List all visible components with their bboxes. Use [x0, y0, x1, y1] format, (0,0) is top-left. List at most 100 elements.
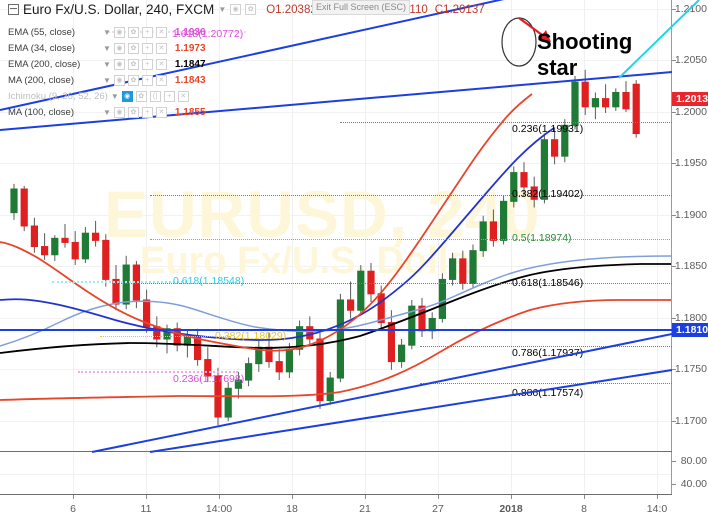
fib-label-0382: 0.382(1.19402) — [512, 188, 584, 200]
price-axis-tick-mark — [672, 112, 676, 113]
indicator-name: EMA (200, close) — [8, 59, 81, 70]
close-icon[interactable]: ✕ — [155, 43, 167, 54]
price-axis-tick-label: 1.2100 — [674, 3, 707, 15]
fib-label-0618: 0.618(1.18546) — [512, 277, 584, 289]
time-axis-tick-label: 6 — [70, 503, 76, 515]
price-axis-tick-label: 1.1900 — [674, 209, 707, 221]
gear-icon[interactable]: ✿ — [127, 27, 139, 38]
time-axis-tick-mark — [292, 495, 293, 499]
gear-icon[interactable]: ✿ — [127, 43, 139, 54]
candle-body — [591, 98, 599, 108]
time-axis-tick-mark — [146, 495, 147, 499]
time-axis-tick-label: 11 — [140, 503, 152, 515]
candle-body — [92, 232, 100, 241]
fib-level-line — [420, 383, 672, 384]
candle-body — [469, 250, 477, 285]
price-axis-tick-mark — [672, 9, 676, 10]
fib-level-line — [112, 283, 672, 284]
ohlc-open: O1.20382 — [266, 3, 317, 16]
last-price-badge: 1.20137 — [672, 92, 708, 106]
subpane-tick-mark — [672, 461, 676, 462]
indicator-name: Ichimoku (9, 26, 52, 26) — [8, 91, 108, 102]
eye-icon[interactable]: ◉ — [113, 27, 125, 38]
indicator-value: 1.1936 — [174, 27, 206, 38]
candle-body — [428, 317, 436, 332]
time-axis[interactable]: 6 11 14:00 18 21 27 2018 8 14:0 — [0, 495, 708, 526]
eye-icon[interactable]: ◉ — [113, 43, 125, 54]
plot-right-border — [671, 0, 672, 495]
close-icon[interactable]: ✕ — [177, 91, 189, 102]
ema-55-line — [0, 127, 555, 341]
indicator-name: MA (100, close) — [8, 107, 74, 118]
collapse-icon[interactable] — [8, 4, 19, 15]
vertical-gridline — [584, 0, 585, 452]
horizontal-gridline — [0, 474, 672, 475]
gear-icon[interactable]: ✿ — [245, 4, 257, 15]
indicator-value: 1.1843 — [174, 75, 206, 86]
braces-icon[interactable]: () — [149, 91, 161, 102]
indicator-legend-row[interactable]: MA (200, close) ▼ ◉ ✿ + ✕ 1.1843 — [8, 75, 206, 86]
subpane-tick-80: 80.00 — [680, 455, 707, 467]
candle-body — [347, 299, 355, 311]
time-axis-tick-label: 27 — [432, 503, 444, 515]
eye-icon[interactable]: ◉ — [113, 59, 125, 70]
candle-body — [581, 81, 589, 108]
fib-level-line — [150, 195, 672, 196]
page-title[interactable]: Euro Fx/U.S. Dollar, 240, FXCM — [23, 2, 215, 17]
eye-icon[interactable]: ◉ — [121, 91, 133, 102]
candle-body — [489, 221, 497, 241]
close-icon[interactable]: ✕ — [155, 27, 167, 38]
price-axis[interactable]: 1.2100 1.2050 1.2000 1.1950 1.1900 1.1850 1.18… — [672, 0, 708, 495]
price-axis-tick-mark — [672, 421, 676, 422]
vertical-gridline — [657, 0, 658, 452]
add-icon[interactable]: + — [163, 91, 175, 102]
add-icon[interactable]: + — [141, 107, 153, 118]
close-icon[interactable]: ✕ — [155, 59, 167, 70]
fib-label-secondary-0236: 0.236(1.17698) — [173, 373, 245, 385]
chevron-down-icon[interactable]: ▼ — [103, 60, 111, 69]
eye-icon[interactable]: ◉ — [230, 4, 242, 15]
time-axis-tick-label: 14:00 — [205, 503, 233, 515]
chart-title-bar[interactable]: Euro Fx/U.S. Dollar, 240, FXCM ▼ ◉ ✿ O1.… — [8, 2, 492, 17]
indicator-legend-row[interactable]: EMA (55, close) ▼ ◉ ✿ + ✕ 1.1936 — [8, 27, 206, 38]
indicator-value: 1.1847 — [174, 59, 206, 70]
indicator-legend-row[interactable]: Ichimoku (9, 26, 52, 26) ▼ ◉ ✿() + ✕ — [8, 91, 189, 102]
close-icon[interactable]: ✕ — [155, 75, 167, 86]
indicator-legend-row[interactable]: EMA (200, close) ▼ ◉ ✿ + ✕ 1.1847 — [8, 59, 206, 70]
candle-body — [194, 336, 202, 361]
time-axis-tick-mark — [584, 495, 585, 499]
candle-body — [520, 172, 528, 188]
candle-body — [30, 225, 38, 248]
fib-label-0236: 0.236(1.19931) — [512, 123, 584, 135]
add-icon[interactable]: + — [141, 27, 153, 38]
eye-icon[interactable]: ◉ — [113, 75, 125, 86]
add-icon[interactable]: + — [141, 75, 153, 86]
chevron-down-icon[interactable]: ▼ — [110, 92, 119, 101]
gear-icon[interactable]: ✿ — [127, 107, 139, 118]
chevron-down-icon[interactable]: ▼ — [103, 44, 111, 53]
chevron-down-icon[interactable]: ▼ — [103, 108, 111, 117]
chevron-down-icon[interactable]: ▼ — [103, 76, 111, 85]
chevron-down-icon[interactable]: ▼ — [103, 28, 111, 37]
candle-body — [377, 293, 385, 324]
indicator-legend-row[interactable]: EMA (34, close) ▼ ◉ ✿ + ✕ 1.1973 — [8, 43, 206, 54]
add-icon[interactable]: + — [141, 59, 153, 70]
gear-icon[interactable]: ✿ — [135, 91, 147, 102]
indicator-name: MA (200, close) — [8, 75, 74, 86]
candle-body — [102, 239, 110, 280]
candle-body — [612, 91, 620, 108]
price-axis-tick-mark — [672, 318, 676, 319]
eye-icon[interactable]: ◉ — [113, 107, 125, 118]
candle-body — [336, 299, 344, 379]
vertical-gridline — [438, 0, 439, 452]
indicator-subpane[interactable] — [0, 453, 672, 495]
gear-icon[interactable]: ✿ — [127, 75, 139, 86]
candle-body — [530, 186, 538, 200]
indicator-legend-row[interactable]: MA (100, close) ▼ ◉ ✿ + ✕ 1.1855 — [8, 107, 206, 118]
close-icon[interactable]: ✕ — [155, 107, 167, 118]
chevron-down-icon[interactable]: ▼ — [218, 5, 227, 14]
gear-icon[interactable]: ✿ — [127, 59, 139, 70]
add-icon[interactable]: + — [141, 43, 153, 54]
candle-body — [61, 237, 69, 243]
